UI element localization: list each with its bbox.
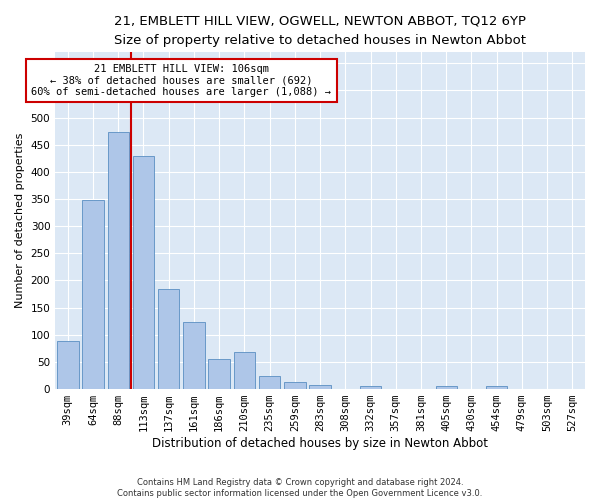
Bar [284, 382, 305, 389]
Bar [57, 342, 79, 389]
Bar [82, 200, 104, 389]
Bar [158, 289, 179, 389]
Text: 21 EMBLETT HILL VIEW: 106sqm
← 38% of detached houses are smaller (692)
60% of s: 21 EMBLETT HILL VIEW: 106sqm ← 38% of de… [31, 64, 331, 97]
Bar [133, 156, 154, 389]
Bar [233, 352, 255, 389]
Bar [486, 386, 508, 389]
X-axis label: Distribution of detached houses by size in Newton Abbot: Distribution of detached houses by size … [152, 437, 488, 450]
Text: Contains HM Land Registry data © Crown copyright and database right 2024.
Contai: Contains HM Land Registry data © Crown c… [118, 478, 482, 498]
Bar [183, 322, 205, 389]
Bar [360, 386, 381, 389]
Bar [208, 358, 230, 389]
Bar [310, 384, 331, 389]
Y-axis label: Number of detached properties: Number of detached properties [15, 133, 25, 308]
Bar [436, 386, 457, 389]
Title: 21, EMBLETT HILL VIEW, OGWELL, NEWTON ABBOT, TQ12 6YP
Size of property relative : 21, EMBLETT HILL VIEW, OGWELL, NEWTON AB… [114, 15, 526, 47]
Bar [259, 376, 280, 389]
Bar [107, 132, 129, 389]
